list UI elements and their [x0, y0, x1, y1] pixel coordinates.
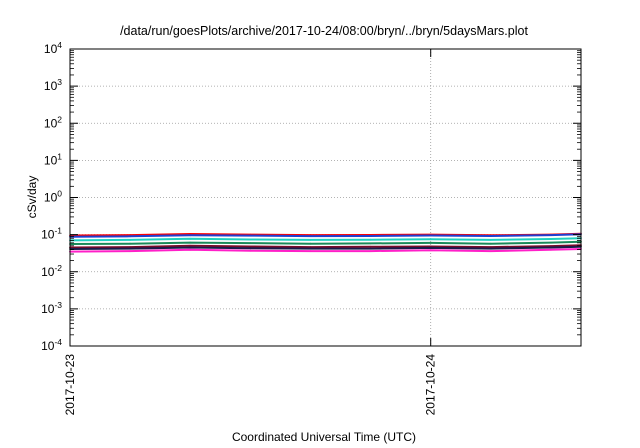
data-point — [189, 241, 192, 244]
data-point — [309, 250, 312, 253]
data-point — [309, 242, 312, 245]
data-point — [189, 248, 192, 251]
y-tick-label: 101 — [44, 151, 62, 167]
data-point — [309, 235, 312, 238]
data-point — [249, 242, 252, 245]
data-point — [369, 247, 372, 250]
data-point — [489, 242, 492, 245]
data-point — [550, 246, 552, 249]
data-point — [249, 234, 252, 237]
y-tick-label: 103 — [44, 77, 62, 93]
data-point — [129, 235, 132, 238]
y-tick-base: 10 — [44, 153, 58, 167]
data-point — [189, 237, 192, 240]
grid-layer — [70, 49, 581, 346]
x-tick-label: 2017-10-23 — [63, 354, 77, 416]
y-tick-exponent: 4 — [57, 40, 62, 50]
data-point — [129, 242, 132, 245]
y-tick-exponent: -2 — [54, 263, 62, 273]
data-point — [309, 247, 312, 250]
y-tick-label: 10-4 — [41, 337, 62, 353]
x-axis-label: Coordinated Universal Time (UTC) — [232, 430, 416, 444]
data-point — [249, 247, 252, 250]
y-tick-exponent: 2 — [57, 114, 62, 124]
series-line — [69, 237, 582, 242]
data-point — [550, 248, 552, 251]
series-line — [69, 244, 582, 249]
data-point — [309, 239, 312, 241]
y-tick-exponent: 3 — [57, 77, 62, 87]
tick-layer: 10410310210110010-110-210-310-42017-10-2… — [41, 40, 581, 415]
plot-frame — [69, 48, 582, 347]
data-point — [489, 247, 492, 250]
data-point — [369, 250, 372, 253]
data-point — [369, 238, 372, 241]
y-tick-base: 10 — [44, 191, 58, 205]
data-point — [550, 241, 552, 244]
data-point — [369, 245, 372, 248]
y-tick-exponent: -1 — [54, 226, 62, 236]
series-line — [69, 248, 582, 253]
x-tick-label: 2017-10-24 — [424, 354, 438, 416]
data-point — [550, 234, 552, 237]
data-point — [309, 246, 312, 249]
data-point — [369, 242, 372, 245]
series-line — [69, 240, 582, 245]
data-point — [249, 245, 252, 248]
y-tick-exponent: 0 — [57, 189, 62, 199]
data-point — [129, 250, 132, 253]
data-point — [189, 234, 192, 237]
y-tick-label: 100 — [44, 189, 62, 205]
data-point — [489, 239, 492, 241]
data-point — [249, 238, 252, 241]
y-tick-base: 10 — [41, 339, 55, 353]
y-tick-base: 10 — [44, 79, 58, 93]
y-tick-base: 10 — [44, 42, 58, 56]
y-tick-base: 10 — [41, 265, 55, 279]
data-point — [429, 238, 432, 241]
series-line — [69, 245, 582, 250]
data-point — [550, 238, 552, 240]
y-tick-exponent: 1 — [57, 151, 62, 161]
y-tick-base: 10 — [41, 228, 55, 242]
data-point — [129, 247, 132, 250]
data-point — [429, 247, 432, 249]
y-tick-label: 102 — [44, 114, 62, 130]
series-layer — [69, 232, 582, 253]
series-line — [69, 233, 582, 238]
data-point — [189, 244, 192, 247]
y-tick-exponent: -3 — [54, 300, 62, 310]
data-point — [129, 246, 132, 249]
y-tick-label: 10-1 — [41, 226, 62, 242]
chart-title: /data/run/goesPlots/archive/2017-10-24/0… — [120, 24, 528, 38]
y-tick-base: 10 — [41, 302, 55, 316]
y-tick-exponent: -4 — [54, 337, 62, 347]
data-point — [429, 249, 432, 252]
data-point — [189, 246, 192, 249]
y-tick-label: 10-3 — [41, 300, 62, 316]
data-point — [249, 249, 252, 252]
data-point — [429, 242, 432, 244]
y-tick-label: 10-2 — [41, 263, 62, 279]
data-point — [489, 250, 492, 253]
data-point — [429, 234, 432, 237]
y-axis-label: cSv/day — [25, 176, 39, 219]
data-point — [489, 246, 492, 249]
data-point — [129, 239, 132, 241]
y-tick-base: 10 — [44, 116, 58, 130]
data-point — [369, 235, 372, 237]
data-point — [489, 235, 492, 237]
y-tick-label: 104 — [44, 40, 62, 56]
